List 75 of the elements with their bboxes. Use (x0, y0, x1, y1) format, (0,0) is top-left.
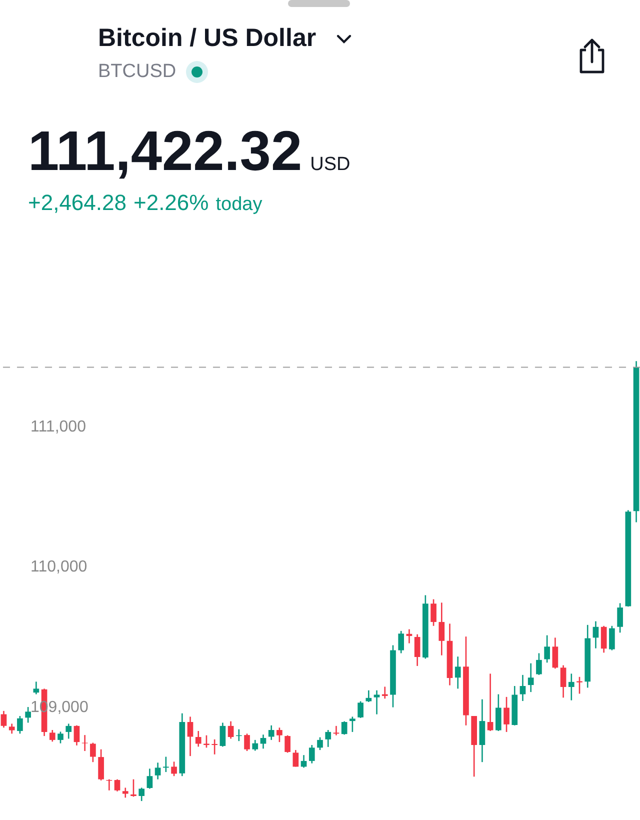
candlestick (98, 748, 104, 782)
candlestick (398, 630, 404, 654)
chart-title: Bitcoin / US Dollar (98, 24, 316, 53)
candlestick (536, 652, 542, 676)
candlestick (212, 738, 218, 756)
candlestick (25, 706, 31, 724)
candlestick (568, 673, 574, 701)
candlestick (154, 762, 161, 780)
candlestick (406, 628, 412, 644)
candlestick (358, 700, 364, 719)
candlestick (204, 734, 210, 748)
candlestick (576, 676, 582, 694)
candlestick (333, 725, 340, 736)
candlestick (17, 715, 23, 734)
candlestick (382, 686, 388, 700)
candlestick (600, 625, 607, 654)
candlestick (220, 722, 226, 748)
candlestick (292, 749, 299, 768)
y-tick-label: 111,000 (30, 418, 86, 436)
candlestick (146, 768, 153, 790)
text: today (216, 194, 262, 216)
candlestick (74, 724, 80, 746)
candlestick (284, 734, 290, 754)
candlestick (8, 723, 15, 734)
candlestick (560, 664, 566, 698)
candlestick (341, 720, 348, 736)
candlestick (495, 694, 502, 732)
candlestick (260, 734, 266, 750)
candlestick (138, 787, 145, 802)
candlestick (479, 698, 486, 763)
candlestick (0, 710, 7, 728)
candlestick (487, 673, 494, 732)
text: +2.26% (133, 190, 209, 216)
candlestick (520, 674, 526, 702)
candlestick (317, 736, 323, 751)
candlestick (609, 625, 615, 651)
candlestick (276, 726, 282, 743)
candlestick (350, 716, 356, 733)
candlestick (366, 690, 372, 703)
candlestick (252, 739, 258, 752)
candlestick (244, 732, 250, 752)
text: USD (310, 154, 350, 176)
chart-subtitle: BTCUSD (98, 61, 176, 83)
text: +2,464.28 (28, 190, 126, 216)
candlestick (438, 602, 445, 656)
candlestick (617, 602, 623, 634)
candlestick (268, 724, 274, 741)
candlestick (592, 620, 599, 649)
candlestick (528, 662, 534, 693)
candlestick (58, 731, 64, 744)
candlestick (228, 720, 234, 740)
candlestick (114, 778, 120, 792)
candlestick (33, 681, 40, 695)
candlestick (130, 778, 136, 798)
candlestick (163, 756, 169, 773)
candlestick (171, 761, 177, 777)
candlestick (82, 734, 88, 752)
candlestick (430, 598, 436, 627)
candlestick (308, 744, 315, 764)
candlestick (66, 723, 72, 740)
y-tick-label: 110,000 (30, 558, 88, 576)
candlestick (504, 696, 510, 733)
candlestick (552, 637, 558, 670)
candlestick (300, 754, 307, 768)
candlestick (90, 742, 96, 763)
candlestick (195, 730, 202, 748)
candlestick (187, 716, 194, 757)
candlestick (325, 729, 332, 748)
text: 111,422.32 (28, 118, 302, 183)
candlestick (544, 634, 550, 664)
candlestick (49, 729, 56, 742)
candlestick (454, 656, 461, 690)
candlestick (414, 634, 420, 667)
candlestick (374, 690, 380, 715)
candlestick (122, 787, 128, 798)
